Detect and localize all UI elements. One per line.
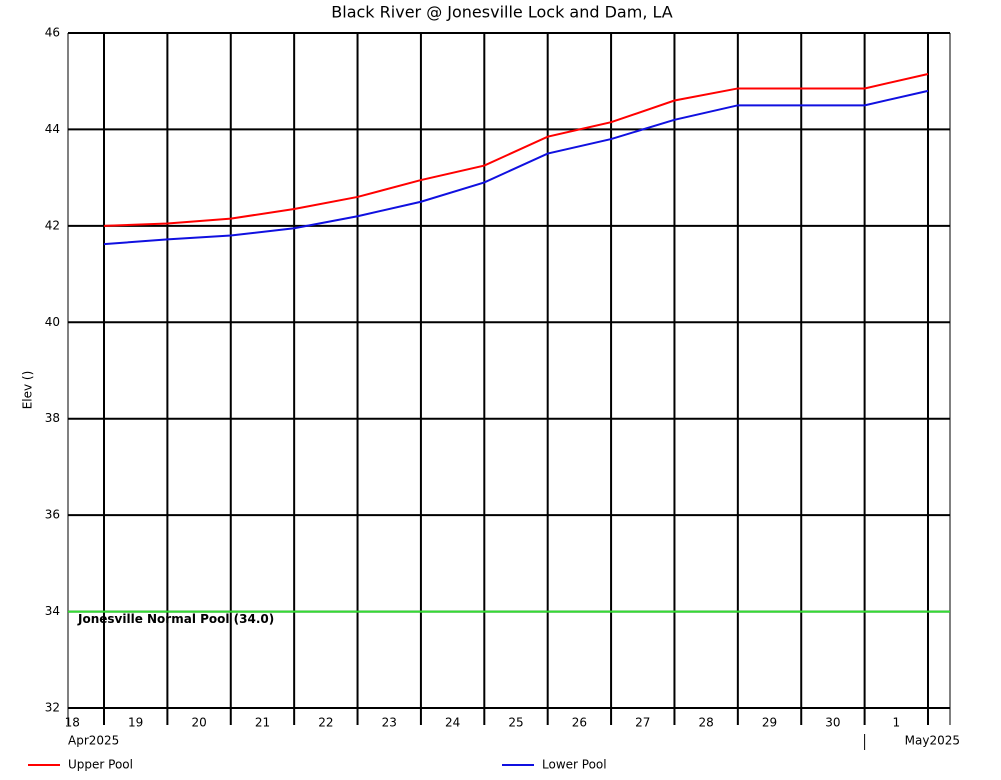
reference-label: Jonesville Normal Pool (34.0) [77,612,274,626]
x-tick-label: 20 [191,716,206,730]
x-tick-label: 25 [508,716,523,730]
x-tick-label: 27 [635,716,650,730]
x-tick-label: 26 [572,716,587,730]
series-line [103,89,929,246]
x-tick-label: 29 [762,716,777,730]
legend-label: Upper Pool [68,758,133,772]
legend-label: Lower Pool [542,758,607,772]
x-tick-label: 28 [699,716,714,730]
x-tick-label: 23 [382,716,397,730]
y-tick-label: 36 [45,508,60,522]
x-tick-label: 18 [65,716,80,730]
x-tick-label: 30 [825,716,840,730]
month-label: May2025 [905,734,960,748]
x-tick-label: 19 [128,716,143,730]
x-tick-label: 22 [318,716,333,730]
month-label: Apr2025 [68,734,119,748]
y-tick-label: 38 [45,411,60,425]
series-line [103,73,929,227]
y-axis-label: Elev () [21,371,35,410]
x-tick-label: 24 [445,716,460,730]
y-tick-label: 34 [45,604,60,618]
y-tick-label: 42 [45,218,60,232]
x-tick-label: 21 [255,716,270,730]
x-tick-label: 1 [892,716,900,730]
y-tick-label: 44 [45,122,60,136]
y-tick-label: 40 [45,315,60,329]
chart-title: Black River @ Jonesville Lock and Dam, L… [331,3,672,22]
y-tick-label: 46 [45,26,60,40]
y-tick-label: 32 [45,701,60,715]
